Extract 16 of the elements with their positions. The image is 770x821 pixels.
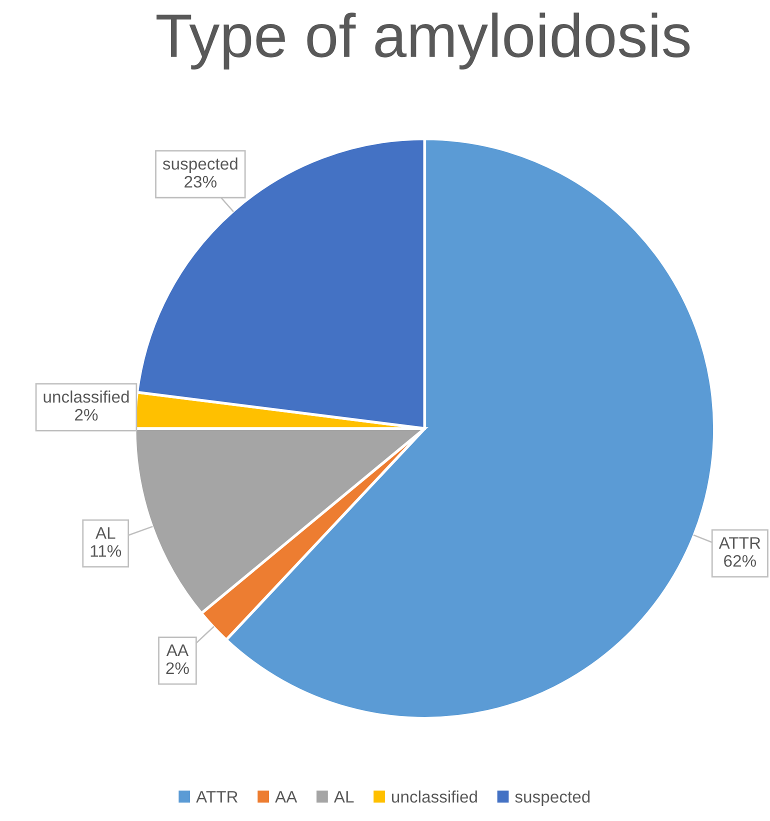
legend-label: suspected	[515, 790, 590, 806]
data-label: 2%	[166, 662, 189, 674]
slice-label: unclassified	[44, 390, 129, 403]
data-label: 62%	[724, 555, 756, 567]
legend-label: AA	[275, 791, 298, 803]
legend-label: AL	[334, 791, 354, 803]
data-label: 2%	[75, 408, 98, 421]
slice-label: AA	[166, 644, 189, 656]
data-label: 23%	[184, 176, 217, 188]
legend-label: ATTR	[196, 791, 238, 803]
slice-label: ATTR	[718, 537, 760, 549]
data-label: 11%	[90, 545, 122, 557]
slice-label: suspected	[162, 157, 238, 174]
slice-label: AL	[95, 527, 116, 539]
chart-title: Type of amyloidosis	[156, 12, 690, 70]
legend-label: unclassified	[392, 790, 477, 803]
